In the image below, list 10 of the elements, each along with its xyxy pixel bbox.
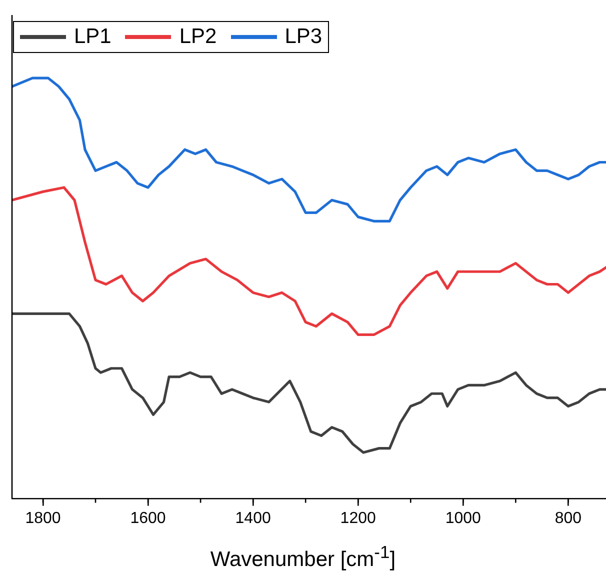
legend-label: LP3 [284, 25, 322, 49]
legend-label: LP1 [74, 25, 112, 49]
legend-label: LP2 [179, 25, 217, 49]
x-axis-title: Wavenumber [cm$^{-1}$] [209, 542, 397, 572]
x-tick-label: 800 [554, 510, 582, 527]
x-tick-label: 1400 [235, 510, 271, 527]
x-tick-label: 1200 [340, 510, 376, 527]
x-tick-label: 1000 [445, 510, 482, 527]
x-tick-label: 1800 [25, 510, 61, 527]
x-tick-label: 1600 [130, 510, 166, 527]
